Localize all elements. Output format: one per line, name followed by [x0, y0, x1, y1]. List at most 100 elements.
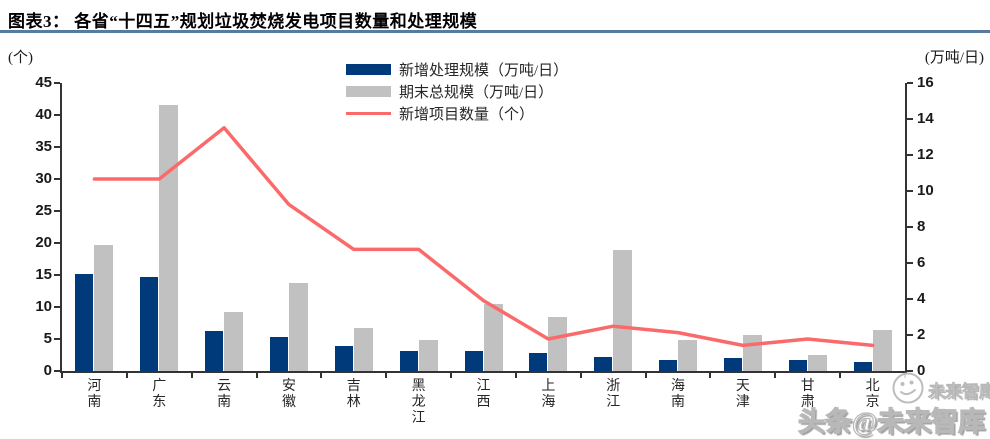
- y-axis-left-tick-label: 15: [35, 266, 52, 283]
- y-axis-left-tick: [54, 210, 60, 212]
- bar-new-capacity: [464, 351, 483, 371]
- bar-total-capacity: [224, 311, 244, 371]
- bar-new-capacity: [269, 336, 288, 371]
- bar-new-capacity: [853, 362, 872, 371]
- x-axis-tick: [125, 373, 128, 378]
- y-axis-right-tick-label: 2: [917, 326, 926, 343]
- bar-new-capacity: [399, 351, 418, 371]
- legend: 新增处理规模（万吨/日） 期末总规模（万吨/日） 新增项目数量（个）: [346, 58, 568, 124]
- x-category-label: 黑龙江: [411, 379, 426, 426]
- bar-new-capacity: [788, 360, 807, 371]
- x-axis: [60, 371, 907, 373]
- y-axis-right-tick: [907, 154, 913, 156]
- x-axis-tick: [839, 373, 842, 378]
- y-axis-left-tick-label: 45: [35, 74, 52, 91]
- y-axis-right-tick-label: 10: [917, 182, 934, 199]
- x-category-label: 云南: [217, 379, 232, 410]
- y-axis-right-tick: [907, 82, 913, 84]
- legend-item-project-count: 新增项目数量（个）: [346, 102, 568, 124]
- x-category-label: 河南: [87, 379, 102, 410]
- bar-total-capacity: [548, 317, 568, 371]
- y-axis-right-tick-label: 12: [917, 146, 934, 163]
- legend-item-total-capacity: 期末总规模（万吨/日）: [346, 80, 568, 102]
- y-axis-left-tick-label: 20: [35, 234, 52, 251]
- x-axis-tick: [385, 373, 388, 378]
- x-category-label: 天津: [735, 379, 750, 410]
- line-series-project-count: [92, 126, 875, 348]
- y-axis-right-tick: [907, 226, 913, 228]
- bar-new-capacity: [334, 345, 353, 371]
- y-axis-left-tick: [54, 370, 60, 372]
- legend-label-total-capacity: 期末总规模（万吨/日）: [399, 84, 554, 101]
- x-axis-tick: [579, 373, 582, 378]
- watermark-logo-icon: [892, 372, 924, 404]
- bar-new-capacity: [529, 353, 548, 371]
- legend-label-project-count: 新增项目数量（个）: [399, 106, 535, 123]
- y-axis-right-tick: [907, 190, 913, 192]
- left-axis-unit-label: (个): [8, 50, 33, 66]
- y-axis-right-tick: [907, 298, 913, 300]
- bar-new-capacity: [659, 360, 678, 371]
- legend-line-project-count: [346, 111, 391, 115]
- y-axis-left-tick-label: 10: [35, 298, 52, 315]
- bar-total-capacity: [353, 327, 373, 371]
- title-divider: [0, 30, 990, 33]
- x-axis-tick: [61, 373, 63, 378]
- bar-total-capacity: [678, 340, 698, 371]
- y-axis-right-tick: [907, 262, 913, 264]
- x-category-label: 浙江: [606, 379, 621, 410]
- y-axis-left-tick: [54, 274, 60, 276]
- bar-total-capacity: [288, 282, 308, 371]
- project-count-line: [92, 126, 875, 348]
- legend-swatch-total-capacity: [346, 85, 391, 97]
- bar-new-capacity: [75, 273, 94, 371]
- x-axis-tick: [450, 373, 453, 378]
- x-axis-tick: [774, 373, 777, 378]
- x-axis-tick: [320, 373, 323, 378]
- x-category-label: 江西: [476, 379, 491, 410]
- y-axis-left-tick: [54, 306, 60, 308]
- x-category-label: 甘肃: [800, 379, 815, 410]
- right-axis-unit-label: (万吨/日): [924, 50, 984, 66]
- x-axis-tick: [709, 373, 712, 378]
- y-axis-right-tick-label: 14: [917, 110, 934, 127]
- y-axis-left-tick-label: 40: [35, 106, 52, 123]
- y-axis-right-tick: [907, 118, 913, 120]
- bar-new-capacity: [594, 356, 613, 371]
- x-category-label: 上海: [541, 379, 556, 410]
- legend-swatch-new-capacity: [346, 63, 391, 75]
- y-axis-right: [905, 83, 907, 373]
- bar-total-capacity: [159, 104, 179, 371]
- y-axis-left-tick: [54, 146, 60, 148]
- bar-total-capacity: [613, 250, 633, 371]
- bar-new-capacity: [205, 331, 224, 371]
- bar-total-capacity: [94, 245, 114, 371]
- x-category-label: 北京: [865, 379, 880, 410]
- y-axis-left-tick-label: 30: [35, 170, 52, 187]
- x-category-label: 吉林: [346, 379, 361, 410]
- figure-title: 图表3： 各省“十四五”规划垃圾焚烧发电项目数量和处理规模: [8, 12, 478, 31]
- watermark-text-small: 未来智库: [927, 381, 990, 401]
- y-axis-left-tick: [54, 114, 60, 116]
- x-axis-tick: [644, 373, 647, 378]
- x-category-label: 安徽: [281, 379, 296, 410]
- y-axis-left-tick: [54, 82, 60, 84]
- x-axis-tick: [190, 373, 193, 378]
- y-axis-left-tick: [54, 338, 60, 340]
- legend-item-new-capacity: 新增处理规模（万吨/日）: [346, 58, 568, 80]
- y-axis-left-tick-label: 0: [43, 362, 52, 379]
- bar-total-capacity: [872, 329, 892, 371]
- y-axis-right-tick-label: 8: [917, 218, 926, 235]
- y-axis-left-tick: [54, 242, 60, 244]
- bar-total-capacity: [807, 354, 827, 371]
- y-axis-left-tick: [54, 178, 60, 180]
- y-axis-left-tick-label: 25: [35, 202, 52, 219]
- y-axis-right-tick-label: 16: [917, 74, 934, 91]
- legend-label-new-capacity: 新增处理规模（万吨/日）: [399, 62, 569, 79]
- y-axis-right-tick: [907, 370, 913, 372]
- x-category-label: 广东: [152, 379, 167, 410]
- y-axis-right-tick-label: 6: [917, 254, 926, 271]
- y-axis-right-tick-label: 0: [917, 362, 926, 379]
- bar-new-capacity: [723, 358, 742, 371]
